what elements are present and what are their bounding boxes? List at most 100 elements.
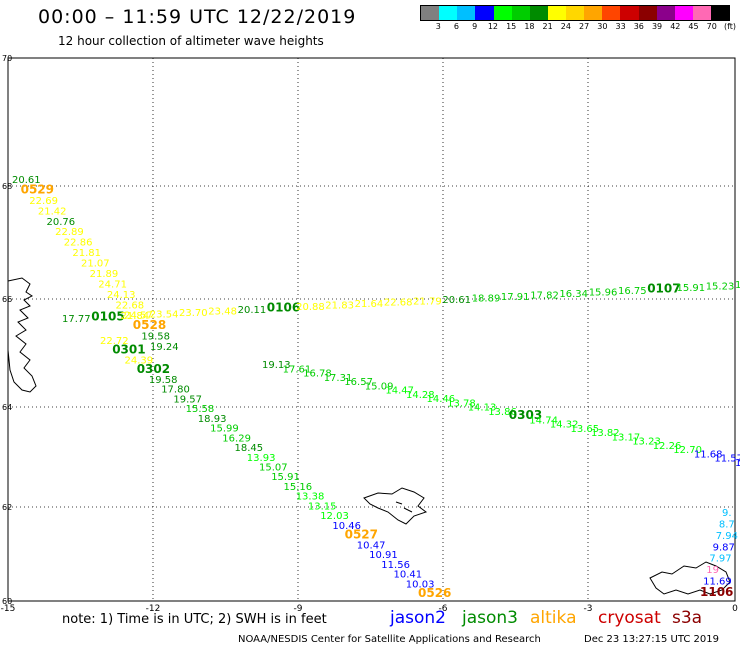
color-swatch (511, 6, 530, 20)
color-swatch (638, 6, 657, 20)
legend-jason3: jason3 (462, 608, 518, 628)
wave-height-label: 22.86 (64, 238, 93, 249)
wave-height-label: 11.56 (381, 560, 410, 571)
lat-tick-label: 64 (2, 403, 12, 412)
wave-height-label: 21.79 (413, 296, 442, 307)
color-swatch (711, 6, 730, 20)
lat-tick-label: 62 (2, 503, 12, 512)
wave-height-label: 17.31 (324, 373, 353, 384)
footer-note: note: 1) Time is in UTC; 2) SWH is in fe… (62, 612, 327, 627)
wave-height-label: 14.32 (550, 420, 579, 431)
map-frame (7, 57, 736, 602)
color-scale-label: 9 (472, 22, 478, 31)
wave-height-label: 10.46 (332, 521, 361, 532)
color-scale-label: 30 (597, 22, 608, 31)
wave-height-label: 15.96 (589, 287, 618, 298)
wave-height-label: 18.89 (472, 293, 501, 304)
iceland-coast (7, 277, 37, 393)
color-swatch (656, 6, 675, 20)
wave-height-label: 17.61 (283, 364, 312, 375)
lon-tick-label: -15 (1, 604, 16, 614)
wave-height-label: 21.83 (325, 301, 354, 312)
pass-time-label: 0303 (509, 408, 542, 422)
wave-height-label: 8.7 (719, 519, 735, 530)
wave-height-label: 9. (722, 508, 732, 519)
wave-height-label: 15.91 (677, 283, 706, 294)
map-grid: -15 -12 -9 -6 -3 0 70 68 66 64 62 60 (1, 54, 738, 614)
wave-height-label: 13.17 (612, 432, 641, 443)
color-swatch (493, 6, 512, 20)
wave-height-label: 21.07 (81, 259, 110, 270)
wave-height-label: 12.70 (673, 445, 702, 456)
wave-height-label: 20.76 (47, 217, 76, 228)
wave-height-label: 22.68 (116, 300, 145, 311)
color-scale-label: 3 (435, 22, 441, 31)
wave-height-label: 16.78 (303, 369, 332, 380)
color-scale-label: (ft) (723, 22, 737, 31)
color-swatch (457, 6, 476, 20)
wave-height-label: 13.23 (632, 437, 661, 448)
wave-height-label: 19.58 (149, 375, 178, 386)
wave-height-label: 19 (706, 565, 719, 576)
wave-height-label: 17.91 (501, 292, 530, 303)
wave-height-label: 19.13 (262, 360, 291, 371)
pass-time-label: 1106 (700, 585, 733, 599)
wave-height-label: 10.03 (406, 579, 435, 590)
lon-tick-label: -9 (294, 604, 303, 614)
wave-height-label: 13.15 (308, 501, 337, 512)
map-subtitle: 12 hour collection of altimeter wave hei… (58, 34, 324, 48)
wave-height-label: 16.34 (559, 289, 588, 300)
wave-height-label: 23.48 (208, 307, 237, 318)
wave-height-label: 10.41 (394, 570, 423, 581)
shetland-islands (649, 561, 731, 595)
color-scale-label: 21 (542, 22, 553, 31)
wave-height-label: 14.28 (406, 390, 435, 401)
color-scale-label: 42 (670, 22, 681, 31)
wave-height-label: 19.57 (173, 394, 202, 405)
coastlines (7, 277, 731, 595)
color-swatch (475, 6, 494, 20)
wave-height-label: 22.69 (29, 196, 58, 207)
wave-height-label: 24.13 (107, 290, 136, 301)
lat-tick-label: 68 (2, 182, 12, 191)
wave-height-label: 21.42 (38, 206, 67, 217)
wave-height-label: 15.16 (284, 482, 313, 493)
wave-height-label: 19.58 (141, 332, 170, 343)
legend-cryosat: cryosat (598, 608, 661, 628)
wave-height-label: 17.82 (530, 290, 559, 301)
wave-height-label: 9.87 (713, 542, 735, 553)
legend-jason2: jason2 (390, 608, 446, 628)
wave-height-label: 13.65 (571, 424, 600, 435)
footer-timestamp: Dec 23 13:27:15 UTC 2019 (584, 634, 719, 645)
color-scale-label: 18 (524, 22, 535, 31)
color-scale-label: 6 (453, 22, 460, 31)
pass-time-label: 0527 (345, 528, 378, 542)
wave-height-label: 21.81 (72, 248, 101, 259)
wave-height-label: 13.93 (247, 453, 276, 464)
color-scale-label: 15 (506, 22, 517, 31)
wave-height-label: 16.75 (618, 286, 647, 297)
color-swatch (421, 6, 440, 20)
color-scale-label: 45 (688, 22, 699, 31)
wave-height-label: 14.47 (385, 386, 414, 397)
wave-height-label: 24.57 (124, 311, 153, 322)
lon-tick-label: -3 (584, 604, 593, 614)
wave-height-label: 15.23 (706, 282, 735, 293)
wave-height-label: 17.77 (62, 314, 91, 325)
wave-height-label: 21.84 (121, 311, 150, 322)
color-swatch (674, 6, 693, 20)
lat-tick-label: 70 (2, 54, 12, 63)
wave-height-label: 15.91 (271, 472, 300, 483)
pass-time-label: 0529 (21, 182, 54, 196)
color-scale-labels: 3 6 9 12 15 18 21 24 27 30 33 36 39 42 45 70 (ft) (420, 22, 736, 34)
wave-height-label: 12.26 (653, 441, 682, 452)
wave-height-label: 14.15 (735, 280, 740, 291)
footer-credit: NOAA/NESDIS Center for Satellite Applica… (238, 634, 541, 645)
wave-height-label: 15.07 (259, 463, 288, 474)
color-swatch (584, 6, 603, 20)
pass-time-label: 0106 (267, 301, 300, 315)
wave-height-label: 11.69 (703, 577, 732, 588)
wave-height-label: 11.7 (735, 458, 740, 469)
legend-s3a: s3a (672, 608, 703, 628)
